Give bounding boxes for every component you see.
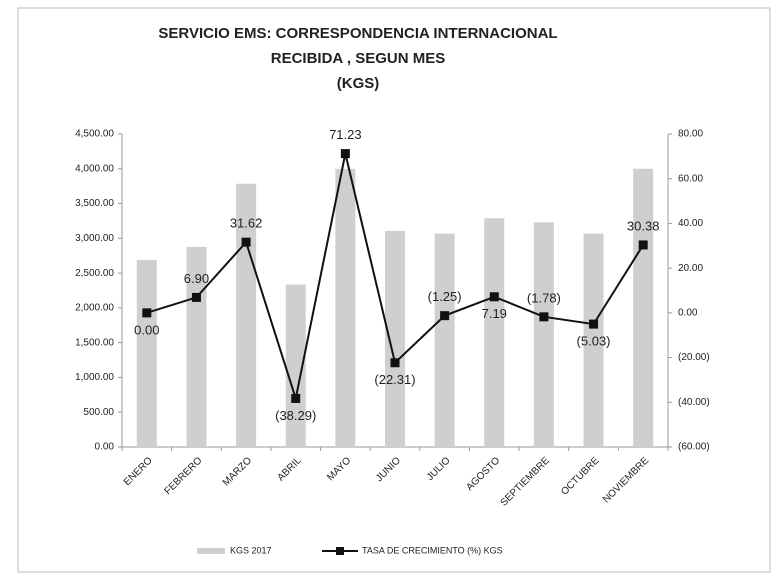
data-label: (22.31): [374, 372, 415, 387]
y2-tick-label: (60.00): [678, 442, 710, 453]
data-label: (5.03): [577, 334, 611, 349]
data-label: 30.38: [627, 218, 660, 233]
bar: [136, 259, 157, 447]
y-tick-label: 2,000.00: [75, 303, 114, 314]
y2-tick-label: 80.00: [678, 129, 703, 140]
data-label: (1.25): [428, 289, 462, 304]
line-marker: [440, 311, 450, 321]
bar: [285, 284, 306, 447]
legend-swatch: [197, 548, 225, 554]
line-marker: [589, 319, 599, 329]
bar: [533, 222, 554, 447]
data-label: 71.23: [329, 127, 362, 142]
bar: [236, 183, 257, 447]
data-label: 0.00: [134, 322, 159, 337]
chart-title: RECIBIDA , SEGUN MES: [271, 50, 445, 67]
y2-tick-label: 0.00: [678, 307, 698, 318]
y-tick-label: 1,000.00: [75, 372, 114, 383]
y-tick-label: 3,500.00: [75, 198, 114, 209]
line-marker: [142, 308, 152, 318]
y-tick-label: 1,500.00: [75, 337, 114, 348]
bar: [633, 168, 654, 447]
y-tick-label: 4,000.00: [75, 163, 114, 174]
data-label: 31.62: [230, 216, 263, 231]
line-marker: [539, 312, 549, 322]
line-marker: [291, 393, 301, 403]
data-label: (1.78): [527, 290, 561, 305]
line-marker: [390, 358, 400, 368]
line-marker: [191, 292, 201, 302]
line-marker: [489, 292, 499, 302]
legend-label: KGS 2017: [230, 545, 272, 555]
data-label: 6.90: [184, 271, 209, 286]
legend-swatch: [336, 547, 344, 555]
bar: [186, 246, 207, 447]
y2-tick-label: 60.00: [678, 173, 703, 184]
y-tick-label: 2,500.00: [75, 268, 114, 279]
y-tick-label: 500.00: [83, 407, 114, 418]
chart-title: (KGS): [337, 75, 380, 92]
bar: [583, 233, 604, 447]
line-marker: [340, 149, 350, 159]
y2-tick-label: (40.00): [678, 397, 710, 408]
data-label: 7.19: [482, 306, 507, 321]
bar: [484, 218, 505, 447]
y-tick-label: 4,500.00: [75, 129, 114, 140]
line-marker: [638, 240, 648, 250]
y2-tick-label: 20.00: [678, 263, 703, 274]
bar: [385, 230, 405, 447]
y-tick-label: 3,000.00: [75, 233, 114, 244]
legend-label: TASA DE CRECIMIENTO (%) KGS: [362, 545, 503, 555]
y2-tick-label: (20.00): [678, 352, 710, 363]
line-marker: [241, 237, 251, 247]
chart-title: SERVICIO EMS: CORRESPONDENCIA INTERNACIO…: [158, 25, 557, 42]
data-label: (38.29): [275, 408, 316, 423]
bar: [335, 168, 356, 447]
y2-tick-label: 40.00: [678, 218, 703, 229]
y-tick-label: 0.00: [95, 442, 115, 453]
bar: [434, 233, 455, 447]
